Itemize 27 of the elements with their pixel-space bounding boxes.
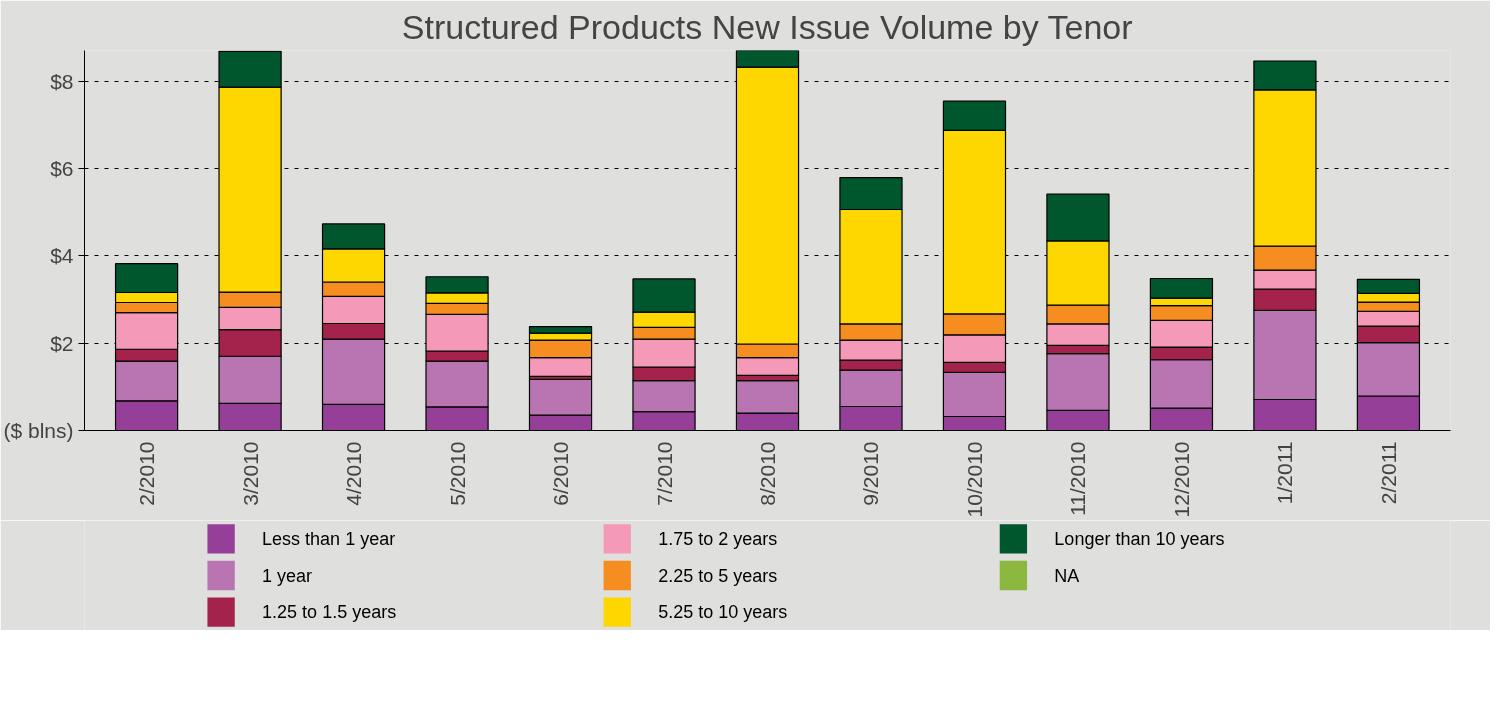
legend-label: Longer than 10 years (1054, 528, 1225, 549)
legend-label: 2.25 to 5 years (658, 565, 778, 586)
x-tick-label: 3/2010 (238, 441, 262, 506)
x-tick-label: 12/2010 (1169, 441, 1193, 518)
x-tick-label: 4/2010 (342, 441, 366, 506)
chart-title: Structured Products New Issue Volume by Tenor (401, 7, 1133, 46)
y-tick-label: $2 (50, 331, 74, 355)
legend-label: 1.25 to 1.5 years (262, 602, 397, 623)
x-tick-label: 1/2011 (1273, 441, 1297, 505)
y-tick-label: $8 (50, 69, 74, 93)
x-tick-label: 8/2010 (756, 441, 779, 506)
x-tick-label: 2/2010 (135, 441, 159, 506)
x-tick-label: 5/2010 (445, 441, 469, 506)
y-tick-label: ($ blns) (3, 419, 74, 442)
y-tick-label: $6 (50, 156, 74, 180)
x-tick-label: 11/2010 (1066, 441, 1090, 516)
legend-label: 1.75 to 2 years (658, 528, 778, 549)
x-tick-label: 10/2010 (962, 441, 986, 518)
legend-label: Less than 1 year (262, 528, 396, 549)
x-tick-label: 2/2011 (1376, 441, 1400, 505)
legend-label: 5.25 to 10 years (658, 602, 788, 623)
legend-label: 1 year (262, 565, 313, 586)
x-tick-label: 6/2010 (549, 441, 573, 506)
x-tick-label: 7/2010 (652, 441, 676, 506)
x-tick-label: 9/2010 (859, 441, 883, 506)
legend-label: NA (1054, 565, 1080, 586)
y-tick-label: $4 (50, 244, 74, 268)
